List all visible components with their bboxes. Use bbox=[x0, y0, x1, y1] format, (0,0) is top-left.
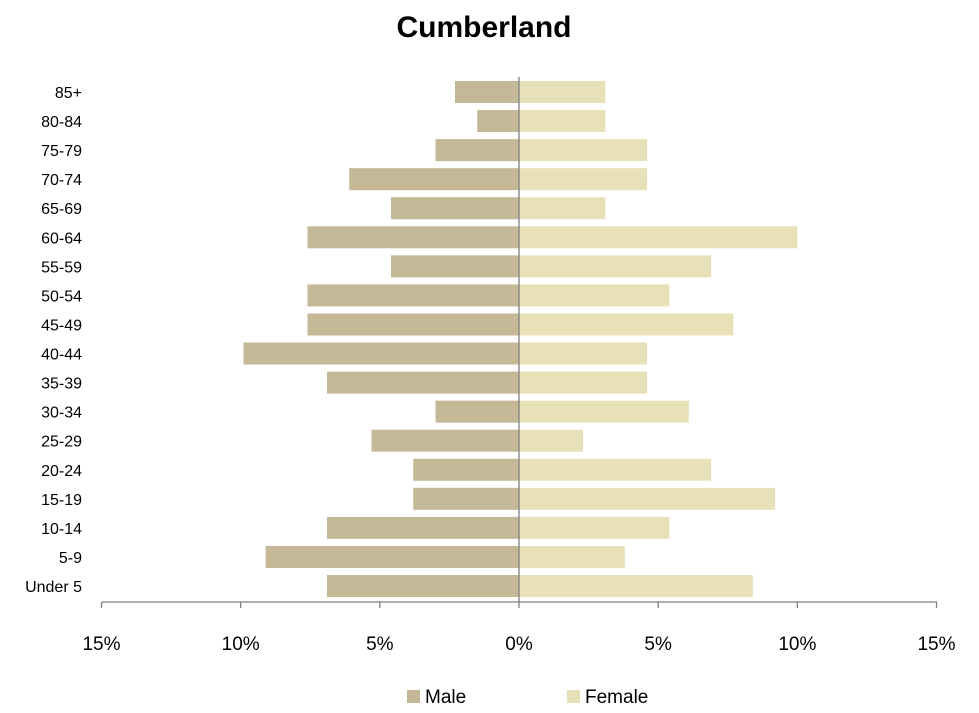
x-tick-label: 10% bbox=[222, 634, 260, 655]
female-bar-55-59 bbox=[519, 255, 712, 278]
male-bar-5-9 bbox=[265, 545, 519, 568]
legend-swatch-female bbox=[567, 690, 580, 703]
female-bar-35-39 bbox=[519, 371, 648, 394]
male-bar-85- bbox=[454, 81, 519, 103]
y-tick-label: Under 5 bbox=[25, 579, 82, 596]
x-tick-label: 0% bbox=[505, 634, 533, 655]
female-bar-15-19 bbox=[519, 487, 776, 510]
y-tick-label: 15-19 bbox=[41, 492, 82, 509]
y-tick-label: 30-34 bbox=[41, 405, 82, 422]
female-bar-under-5 bbox=[519, 575, 753, 598]
y-tick-label: 55-59 bbox=[41, 259, 82, 276]
bars-layer bbox=[243, 81, 798, 598]
legend-label-female: Female bbox=[585, 687, 648, 708]
y-tick-label: 25-29 bbox=[41, 434, 82, 451]
male-bar-25-29 bbox=[371, 429, 519, 452]
x-tick-label: 15% bbox=[917, 634, 955, 655]
female-bar-45-49 bbox=[519, 313, 734, 336]
male-bar-65-69 bbox=[390, 197, 519, 220]
x-tick-label: 5% bbox=[644, 634, 672, 655]
female-bar-30-34 bbox=[519, 400, 689, 423]
y-tick-label: 35-39 bbox=[41, 376, 82, 393]
female-bar-40-44 bbox=[519, 342, 648, 365]
female-bar-50-54 bbox=[519, 284, 670, 307]
y-tick-label: 75-79 bbox=[41, 143, 82, 160]
male-bar-50-54 bbox=[307, 284, 519, 307]
x-tick-label: 5% bbox=[366, 634, 394, 655]
male-bar-80-84 bbox=[477, 110, 519, 133]
female-bar-70-74 bbox=[519, 168, 648, 191]
y-tick-label: 10-14 bbox=[41, 521, 82, 538]
male-bar-60-64 bbox=[307, 226, 519, 249]
y-tick-label: 20-24 bbox=[41, 463, 82, 480]
y-tick-label: 50-54 bbox=[41, 288, 82, 305]
axis-layer bbox=[100, 77, 938, 608]
y-tick-label: 60-64 bbox=[41, 230, 82, 247]
male-bar-55-59 bbox=[390, 255, 519, 278]
male-bar-75-79 bbox=[435, 139, 519, 162]
female-bar-60-64 bbox=[519, 226, 798, 249]
legend-label-male: Male bbox=[425, 687, 466, 708]
y-tick-label: 40-44 bbox=[41, 347, 82, 364]
y-tick-label: 45-49 bbox=[41, 317, 82, 334]
male-bar-35-39 bbox=[326, 371, 519, 394]
y-tick-labels: 85+ 80-84 75-79 70-74 65-69 60-64 55-59 50-54 45… bbox=[25, 85, 82, 596]
y-tick-label: 65-69 bbox=[41, 201, 82, 218]
x-tick-label: 10% bbox=[778, 634, 816, 655]
y-tick-label: 80-84 bbox=[41, 114, 82, 131]
male-bar-70-74 bbox=[349, 168, 519, 191]
male-bar-under-5 bbox=[326, 575, 519, 598]
y-tick-label: 70-74 bbox=[41, 172, 82, 189]
legend-swatch-male bbox=[407, 690, 420, 703]
x-tick-labels: 15% 10% 5% 0% 5% 10% 15% bbox=[82, 634, 955, 655]
male-bar-10-14 bbox=[326, 516, 519, 539]
female-bar-25-29 bbox=[519, 429, 584, 452]
male-bar-15-19 bbox=[413, 487, 519, 510]
female-bar-80-84 bbox=[519, 110, 606, 133]
female-bar-75-79 bbox=[519, 139, 648, 162]
male-bar-40-44 bbox=[243, 342, 519, 365]
y-tick-label: 5-9 bbox=[59, 550, 82, 567]
female-bar-65-69 bbox=[519, 197, 606, 220]
female-bar-85- bbox=[519, 81, 606, 103]
chart-title: Cumberland bbox=[396, 11, 571, 44]
x-tick-label: 15% bbox=[82, 634, 120, 655]
male-bar-30-34 bbox=[435, 400, 519, 423]
male-bar-45-49 bbox=[307, 313, 519, 336]
female-bar-10-14 bbox=[519, 516, 670, 539]
y-tick-label: 85+ bbox=[55, 85, 82, 102]
female-bar-20-24 bbox=[519, 458, 712, 481]
male-bar-20-24 bbox=[413, 458, 519, 481]
legend: Male Female bbox=[407, 687, 648, 708]
female-bar-5-9 bbox=[519, 545, 625, 568]
